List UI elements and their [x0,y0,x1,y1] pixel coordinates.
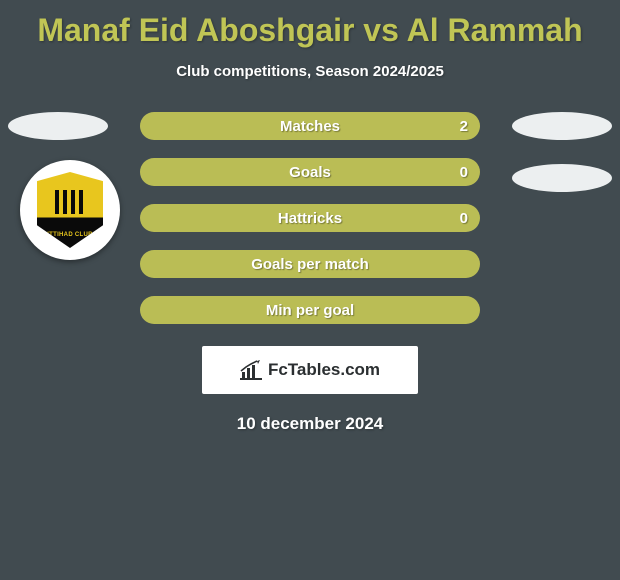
stat-row-hattricks: Hattricks 0 [140,204,480,232]
content-area: ITTIHAD CLUB Matches 2 Goals 0 Hattricks… [0,112,620,434]
stat-label: Goals [289,164,331,181]
stat-row-goals-per-match: Goals per match [140,250,480,278]
stat-label: Goals per match [251,256,369,273]
chart-icon [240,360,262,380]
club-badge-shield: ITTIHAD CLUB [37,172,103,248]
stat-row-matches: Matches 2 [140,112,480,140]
stat-label: Matches [280,118,340,135]
stat-label: Min per goal [266,302,354,319]
stat-value: 2 [460,118,468,135]
stat-value: 0 [460,210,468,227]
stat-rows: Matches 2 Goals 0 Hattricks 0 Goals per … [140,112,480,324]
date-text: 10 december 2024 [0,414,620,434]
stat-value: 0 [460,164,468,181]
brand-box: FcTables.com [202,346,418,394]
club-badge-text: ITTIHAD CLUB [47,232,93,238]
club-badge-stripes [55,190,85,214]
right-player-marker-1 [512,112,612,140]
brand-text: FcTables.com [268,360,380,380]
page-title: Manaf Eid Aboshgair vs Al Rammah [0,0,620,49]
stat-label: Hattricks [278,210,342,227]
stat-row-min-per-goal: Min per goal [140,296,480,324]
left-player-marker [8,112,108,140]
stat-row-goals: Goals 0 [140,158,480,186]
page-subtitle: Club competitions, Season 2024/2025 [0,63,620,80]
club-badge: ITTIHAD CLUB [20,160,120,260]
right-player-marker-2 [512,164,612,192]
